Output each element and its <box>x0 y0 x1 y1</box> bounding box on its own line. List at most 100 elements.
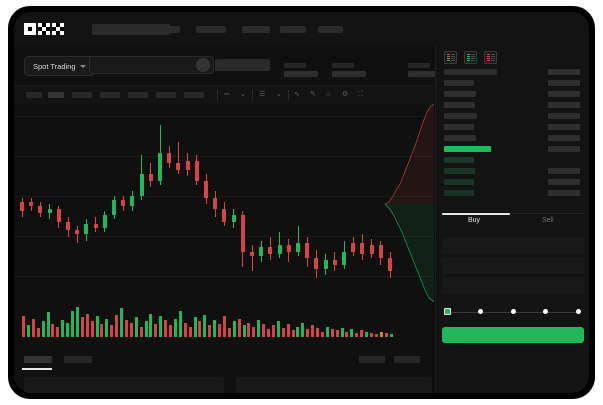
volume-bar-series <box>22 307 394 337</box>
magnet-tool-icon[interactable]: ⌂ <box>326 91 331 98</box>
settings-icon[interactable]: ⚙ <box>342 91 349 98</box>
fullscreen-icon[interactable]: ⛶ <box>358 91 363 98</box>
orderbook-asks-icon[interactable] <box>484 51 497 64</box>
orderbook-ask-row[interactable] <box>436 122 589 133</box>
amount-slider[interactable] <box>444 307 582 317</box>
submit-order-button[interactable] <box>442 327 584 343</box>
orderbook-bid-row[interactable] <box>436 188 589 199</box>
orderbook-bids-icon[interactable] <box>464 51 477 64</box>
volume-bar <box>115 314 119 337</box>
volume-bar <box>144 321 148 337</box>
spot-trading-label: Spot Trading <box>33 61 76 71</box>
orderbook-amount <box>548 135 580 141</box>
volume-bar <box>124 320 128 337</box>
orderbook-bid-row[interactable] <box>436 166 589 177</box>
candle-body <box>47 208 52 213</box>
candle-body <box>314 258 319 269</box>
orders-action-0[interactable] <box>359 356 385 363</box>
depth-ask-line <box>385 104 434 205</box>
volume-bar <box>134 317 138 337</box>
volume-bar <box>120 308 123 337</box>
candle-body <box>130 195 135 207</box>
volume-bar <box>237 318 241 337</box>
timeframe-button-0[interactable] <box>26 92 42 98</box>
orderbook-amount <box>548 80 580 86</box>
slider-step-75[interactable] <box>543 309 549 314</box>
orderbook-price <box>444 113 477 119</box>
candle-wick <box>251 245 253 272</box>
orderbook-ask-row[interactable] <box>436 133 589 144</box>
price-chart[interactable] <box>14 104 434 302</box>
timeframe-button-5[interactable] <box>156 92 176 98</box>
orderbook-price <box>444 168 475 174</box>
slider-handle[interactable] <box>444 308 451 315</box>
timeframe-button-4[interactable] <box>128 92 148 98</box>
chart-type-dropdown-icon[interactable]: ⌄ <box>276 91 282 98</box>
stat-label <box>332 63 354 68</box>
okx-logo-icon[interactable] <box>24 23 64 35</box>
market-stat-1 <box>284 63 318 77</box>
indicators-dropdown-icon[interactable]: ⌄ <box>240 91 246 98</box>
slider-step-50[interactable] <box>510 309 516 314</box>
volume-bar <box>325 326 329 337</box>
orderbook-both-icon[interactable] <box>444 51 457 64</box>
chart-gridline <box>14 156 434 157</box>
orderbook-header[interactable] <box>436 67 589 78</box>
volume-bar <box>271 325 275 337</box>
orderbook-ask-row[interactable] <box>436 100 589 111</box>
orderbook-rows[interactable] <box>436 67 589 199</box>
chart-gridline <box>14 276 434 277</box>
orderbook-last-price-row[interactable] <box>436 144 589 155</box>
volume-bar <box>218 323 221 337</box>
volume-bar <box>335 330 339 337</box>
nav-item-1[interactable] <box>156 26 180 33</box>
nav-item-5[interactable] <box>318 26 343 33</box>
volume-bar <box>71 310 74 337</box>
volume-bar <box>316 327 319 337</box>
orderbook-ask-row[interactable] <box>436 111 589 122</box>
tab-buy[interactable]: Buy <box>468 217 481 224</box>
volume-bar <box>139 326 143 337</box>
orderbook-ask-row[interactable] <box>436 89 589 100</box>
orders-tab-0[interactable] <box>24 356 52 363</box>
line-tool-icon[interactable]: ∿ <box>294 91 300 98</box>
orders-action-1[interactable] <box>394 356 420 363</box>
candle-body <box>268 247 273 254</box>
orderbook-bid-row[interactable] <box>436 177 589 188</box>
candle-body <box>121 200 126 207</box>
indicators-icon[interactable]: ⎓ <box>224 91 230 98</box>
spot-trading-selector[interactable]: Spot Trading <box>24 56 95 76</box>
volume-bar <box>306 329 310 337</box>
orderbook-bid-row[interactable] <box>436 155 589 166</box>
volume-bar <box>164 320 168 337</box>
nav-search-input[interactable] <box>92 24 170 35</box>
candle-body <box>194 161 199 181</box>
chart-type-icon[interactable]: ☰ <box>259 91 266 98</box>
nav-item-3[interactable] <box>242 26 270 33</box>
orders-tab-1[interactable] <box>64 356 92 363</box>
volume-bar <box>296 326 300 337</box>
slider-step-25[interactable] <box>477 309 483 314</box>
order-form-field-2[interactable] <box>442 277 584 294</box>
trading-pair-selector[interactable] <box>89 56 214 74</box>
tab-sell[interactable]: Sell <box>542 217 554 224</box>
volume-bar <box>301 322 305 337</box>
orderbook-amount <box>548 179 580 185</box>
slider-step-100[interactable] <box>576 309 581 314</box>
orderbook-ask-row[interactable] <box>436 78 589 89</box>
timeframe-button-3[interactable] <box>100 92 120 98</box>
order-form-field-0[interactable] <box>442 237 584 254</box>
candle-body <box>388 258 392 272</box>
volume-bar <box>340 327 344 337</box>
nav-item-2[interactable] <box>196 26 226 33</box>
volume-bar <box>345 331 349 337</box>
volume-bar <box>183 322 187 337</box>
pencil-tool-icon[interactable]: ✎ <box>310 91 316 98</box>
timeframe-button-2[interactable] <box>72 92 92 98</box>
timeframe-button-1[interactable] <box>48 92 64 98</box>
nav-item-4[interactable] <box>280 26 306 33</box>
timeframe-button-6[interactable] <box>184 92 204 98</box>
volume-bar <box>369 333 373 337</box>
volume-bar <box>389 334 393 337</box>
order-form-field-1[interactable] <box>442 257 584 274</box>
